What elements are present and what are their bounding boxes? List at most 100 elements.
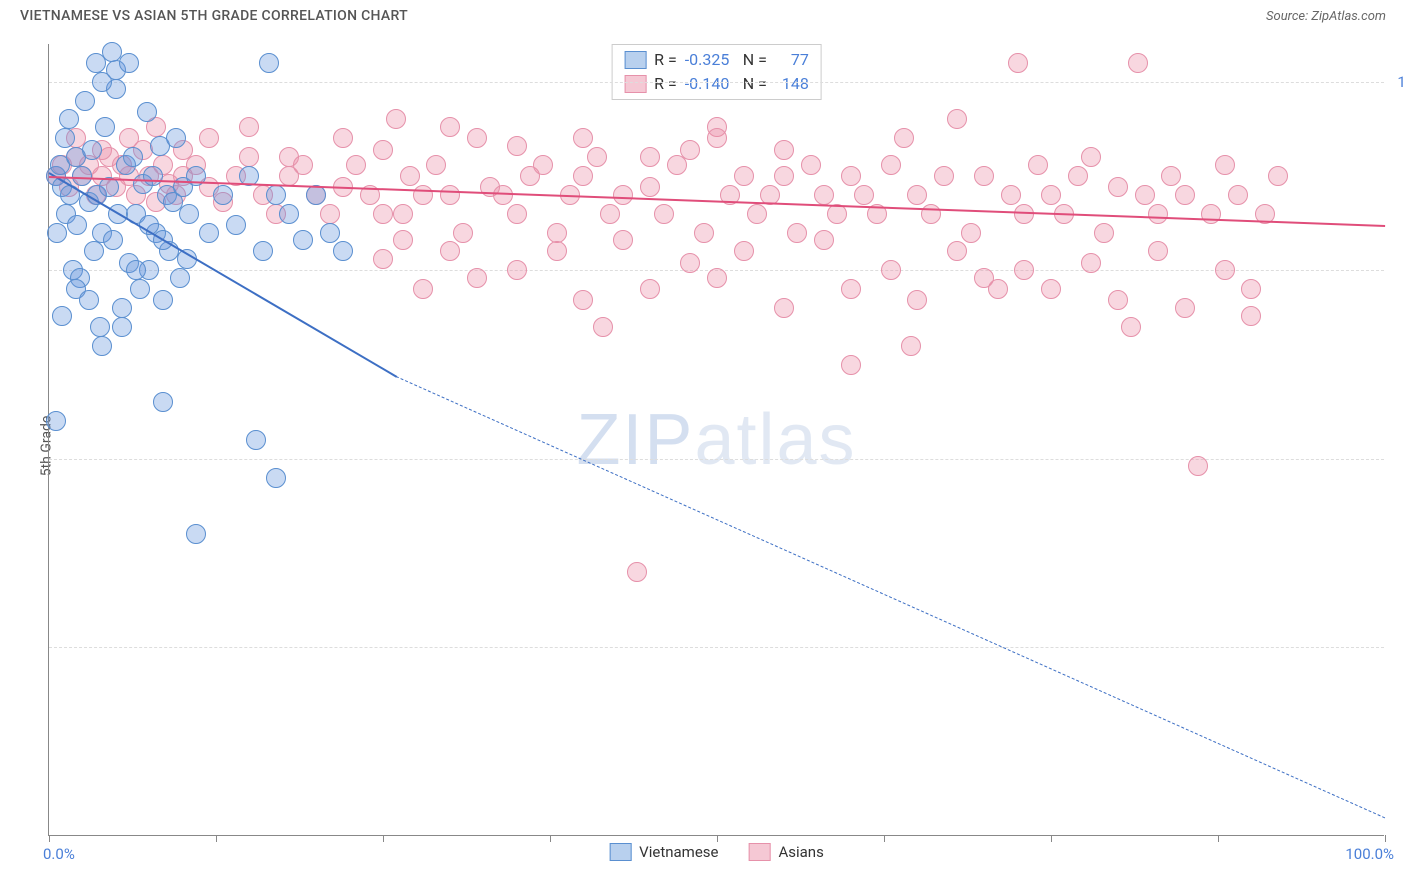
data-point (1081, 253, 1101, 273)
data-point (279, 204, 299, 224)
data-point (654, 204, 674, 224)
data-point (841, 279, 861, 299)
data-point (707, 268, 727, 288)
ytick-label: 90.0% (1390, 450, 1406, 468)
data-point (1121, 317, 1141, 337)
data-point (320, 204, 340, 224)
data-point (112, 298, 132, 318)
data-point (239, 117, 259, 137)
data-point (47, 223, 67, 243)
data-point (153, 392, 173, 412)
data-point (266, 185, 286, 205)
series-swatch-1 (748, 843, 770, 861)
legend-swatch-asians (624, 75, 646, 93)
legend-n-label: N = (743, 72, 767, 96)
xtick (49, 835, 50, 842)
data-point (393, 230, 413, 250)
data-point (934, 166, 954, 186)
data-point (179, 204, 199, 224)
xtick (216, 835, 217, 842)
data-point (373, 140, 393, 160)
data-point (1148, 241, 1168, 261)
legend-row-asians: R = -0.140 N = 148 (624, 72, 809, 96)
data-point (126, 260, 146, 280)
data-point (507, 136, 527, 156)
data-point (199, 128, 219, 148)
data-point (75, 91, 95, 111)
data-point (1128, 53, 1148, 73)
data-point (1041, 185, 1061, 205)
data-point (1135, 185, 1155, 205)
legend-r-value-0: -0.325 (685, 48, 735, 72)
data-point (593, 317, 613, 337)
data-point (453, 223, 473, 243)
x-min-label: 0.0% (43, 845, 75, 863)
data-point (640, 147, 660, 167)
chart-plot-area: ZIPatlas R = -0.325 N = 77 R = -0.140 N … (48, 44, 1384, 836)
data-point (400, 166, 420, 186)
data-point (79, 290, 99, 310)
data-point (774, 298, 794, 318)
data-point (507, 204, 527, 224)
data-point (82, 140, 102, 160)
data-point (92, 336, 112, 356)
legend-r-value-1: -0.140 (685, 72, 735, 96)
legend-swatch-vietnamese (624, 51, 646, 69)
xtick (383, 835, 384, 842)
data-point (974, 166, 994, 186)
data-point (440, 241, 460, 261)
data-point (600, 204, 620, 224)
data-point (787, 223, 807, 243)
data-point (1241, 306, 1261, 326)
data-point (774, 166, 794, 186)
data-point (386, 109, 406, 129)
data-point (95, 117, 115, 137)
legend-n-value-0: 77 (775, 48, 809, 72)
gridline (49, 459, 1384, 460)
data-point (814, 185, 834, 205)
data-point (921, 204, 941, 224)
data-point (333, 128, 353, 148)
data-point (573, 128, 593, 148)
data-point (59, 109, 79, 129)
legend-r-label: R = (654, 48, 677, 72)
data-point (213, 185, 233, 205)
data-point (199, 223, 219, 243)
series-legend-item-0: Vietnamese (609, 843, 718, 861)
data-point (533, 155, 553, 175)
data-point (84, 241, 104, 261)
data-point (467, 268, 487, 288)
data-point (734, 166, 754, 186)
data-point (1188, 456, 1208, 476)
data-point (467, 128, 487, 148)
data-point (373, 249, 393, 269)
data-point (907, 290, 927, 310)
data-point (153, 290, 173, 310)
ytick-label: 100.0% (1390, 73, 1406, 91)
x-max-label: 100.0% (1345, 845, 1394, 863)
data-point (1041, 279, 1061, 299)
data-point (1094, 223, 1114, 243)
data-point (413, 185, 433, 205)
chart-title: VIETNAMESE VS ASIAN 5TH GRADE CORRELATIO… (20, 8, 408, 24)
data-point (186, 524, 206, 544)
data-point (320, 223, 340, 243)
data-point (640, 177, 660, 197)
data-point (170, 268, 190, 288)
xtick (550, 835, 551, 842)
data-point (707, 128, 727, 148)
data-point (1215, 260, 1235, 280)
data-point (102, 42, 122, 62)
chart-source: Source: ZipAtlas.com (1266, 9, 1386, 24)
data-point (1014, 260, 1034, 280)
data-point (440, 185, 460, 205)
data-point (881, 260, 901, 280)
data-point (90, 317, 110, 337)
data-point (841, 166, 861, 186)
data-point (547, 241, 567, 261)
data-point (814, 230, 834, 250)
data-point (426, 155, 446, 175)
gridline (49, 647, 1384, 648)
data-point (103, 230, 123, 250)
data-point (613, 230, 633, 250)
